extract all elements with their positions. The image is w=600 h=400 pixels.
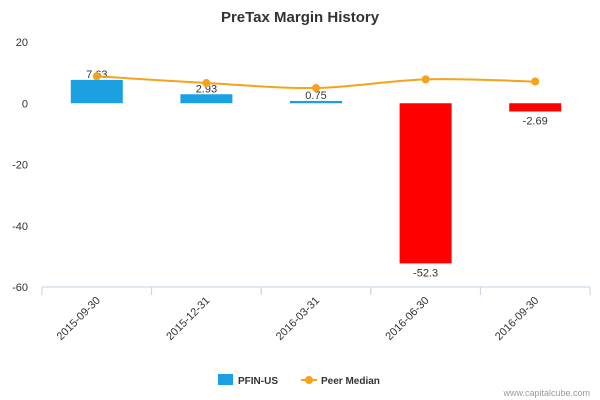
- peer-median-point: [312, 83, 320, 92]
- legend[interactable]: PFIN-US Peer Median: [218, 374, 380, 387]
- chart-title: PreTax Margin History: [221, 9, 380, 26]
- peer-median-point: [92, 72, 101, 81]
- bar-pfin-us: [180, 94, 233, 104]
- x-tick-label: 2016-09-30: [493, 295, 541, 343]
- y-tick-label: -40: [12, 221, 28, 233]
- x-tick-label: 2016-03-31: [274, 295, 322, 343]
- credit-text: www.capitalcube.com: [502, 388, 590, 398]
- bar-data-label: -52.3: [413, 267, 438, 279]
- y-tick-label: -20: [12, 160, 28, 172]
- legend-label-peer-median: Peer Median: [321, 376, 380, 387]
- bar-data-label: -2.69: [523, 115, 548, 127]
- legend-swatch-peer-median-dot: [305, 376, 313, 384]
- y-tick-label: 0: [22, 98, 28, 110]
- y-tick-label: -60: [12, 282, 28, 294]
- peer-median-point: [531, 77, 540, 86]
- x-tick-label: 2016-06-30: [383, 295, 431, 343]
- peer-median-point: [421, 75, 430, 84]
- peer-median-point: [202, 79, 211, 88]
- bar-pfin-us: [399, 103, 452, 264]
- legend-swatch-pfin-us: [218, 374, 233, 385]
- bar-pfin-us: [290, 100, 342, 104]
- bar-pfin-us: [509, 103, 562, 112]
- bar-data-label: 0.75: [305, 90, 326, 102]
- x-tick-label: 2015-09-30: [55, 295, 103, 343]
- bar-data-label: 2.93: [196, 83, 217, 95]
- plot-area: 20 0 -20 -40 -60 2015-09-30 2015-12-31 2016-03-…: [12, 37, 591, 343]
- bar-pfin-us: [70, 79, 123, 104]
- x-tick-label: 2015-12-31: [164, 295, 212, 343]
- y-tick-label: 20: [16, 37, 28, 49]
- legend-label-pfin-us: PFIN-US: [238, 376, 278, 387]
